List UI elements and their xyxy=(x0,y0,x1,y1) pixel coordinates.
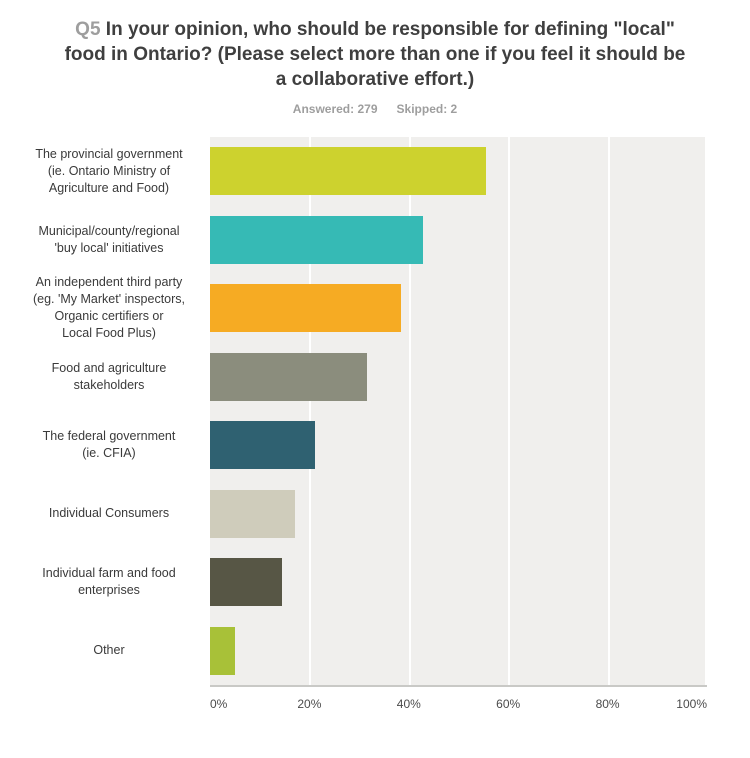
category-label-line: Individual Consumers xyxy=(48,506,170,521)
category-label: Other xyxy=(0,617,210,686)
category-label-line: Food and agriculture xyxy=(51,360,167,375)
gridline-40 xyxy=(408,137,411,685)
bar-row xyxy=(210,617,707,686)
skipped-label: Skipped: xyxy=(396,102,448,116)
bar-segment xyxy=(210,558,282,606)
category-label-line: Organic certifiers or xyxy=(54,309,164,324)
bar-segment xyxy=(210,215,424,264)
chart-title-line: Q5 In your opinion, who should be respon… xyxy=(75,19,675,40)
bar-segment xyxy=(210,147,486,195)
x-axis-ticks: 0% 20% 40% 60% 80% 100% xyxy=(210,687,707,719)
question-number: Q5 xyxy=(75,19,106,40)
category-label-line: 'buy local' initiatives xyxy=(54,240,164,255)
bar-row xyxy=(210,206,707,275)
x-tick-label: 40% xyxy=(396,697,421,711)
bar-row xyxy=(210,548,707,617)
skipped-count: 2 xyxy=(450,102,458,116)
x-tick-label: 20% xyxy=(297,697,322,711)
x-axis-row: 0% 20% 40% 60% 80% 100% xyxy=(0,687,750,719)
category-label-line: An independent third party xyxy=(35,275,183,290)
category-label: Food and agriculture stakeholders xyxy=(0,343,210,412)
category-label-line: Other xyxy=(93,643,125,658)
category-label-line: enterprises xyxy=(78,583,140,598)
chart-title-line: a collaborative effort.) xyxy=(275,69,475,90)
category-label-line: stakeholders xyxy=(73,377,145,392)
bar-row xyxy=(210,343,707,412)
x-axis-spacer xyxy=(0,687,210,719)
category-label: The provincial government (ie. Ontario Mi… xyxy=(0,137,210,206)
bar-segment xyxy=(210,421,315,469)
category-label-line: Individual farm and food xyxy=(42,566,176,581)
bar-segment xyxy=(210,284,401,332)
category-label-line: (ie. Ontario Ministry of xyxy=(47,163,171,178)
category-label: An independent third party (eg. 'My Marke… xyxy=(0,274,210,343)
skipped-stat: Skipped: 2 xyxy=(397,102,458,116)
answered-stat: Answered: 279 xyxy=(293,102,378,116)
category-label: Individual Consumers xyxy=(0,480,210,549)
plot-area xyxy=(210,137,707,687)
response-stats: Answered: 279 Skipped: 2 xyxy=(0,102,750,116)
chart-title-line: food in Ontario? (Please select more tha… xyxy=(64,44,686,65)
category-label-line: (ie. CFIA) xyxy=(82,446,136,461)
gridline-60 xyxy=(508,137,511,685)
gridline-20 xyxy=(309,137,312,685)
category-labels-column: The provincial government (ie. Ontario Mi… xyxy=(0,137,210,687)
x-tick-label: 80% xyxy=(595,697,620,711)
bar-row xyxy=(210,411,707,480)
category-label-line: Agriculture and Food) xyxy=(48,180,170,195)
category-label-line: (eg. 'My Market' inspectors, xyxy=(32,292,186,307)
x-tick-label: 100% xyxy=(676,697,707,711)
category-label-line: The federal government xyxy=(42,429,176,444)
answered-label: Answered: xyxy=(292,102,355,116)
bar-segment xyxy=(210,626,236,675)
answered-count: 279 xyxy=(357,102,378,116)
category-label-line: Local Food Plus) xyxy=(62,326,156,341)
bar-row xyxy=(210,480,707,549)
gridline-100 xyxy=(705,137,707,685)
x-tick-label: 60% xyxy=(496,697,521,711)
category-label-line: Municipal/county/regional xyxy=(38,223,180,238)
bar-segment xyxy=(210,489,295,538)
category-label: Municipal/county/regional 'buy local' ini… xyxy=(0,206,210,275)
bar-row xyxy=(210,274,707,343)
x-tick-label: 0% xyxy=(210,697,228,711)
bar-segment xyxy=(210,352,368,401)
category-label: Individual farm and food enterprises xyxy=(0,548,210,617)
category-label-line: The provincial government xyxy=(35,146,183,161)
bar-row xyxy=(210,137,707,206)
category-label: The federal government (ie. CFIA) xyxy=(0,411,210,480)
gridline-80 xyxy=(607,137,610,685)
horizontal-bar-chart: The provincial government (ie. Ontario Mi… xyxy=(0,137,750,687)
chart-title: Q5 In your opinion, who should be respon… xyxy=(0,17,750,92)
